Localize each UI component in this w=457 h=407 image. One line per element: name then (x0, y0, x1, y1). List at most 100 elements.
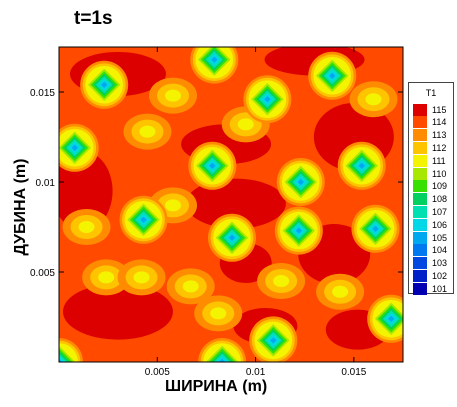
cold-spot (207, 213, 256, 262)
isotherm-ring (211, 56, 218, 63)
legend-swatch (413, 282, 427, 295)
isotherm-ring (329, 72, 336, 79)
isotherm-region (332, 285, 349, 298)
cold-spot (337, 141, 386, 190)
isotherm-ring (101, 81, 108, 88)
isotherm-ring (295, 227, 303, 234)
x-tick-label: 0.015 (341, 367, 366, 378)
legend-swatch (413, 180, 427, 193)
legend-entry: 115 (413, 103, 446, 116)
isotherm-ring (71, 144, 78, 151)
legend-swatch (413, 103, 427, 116)
cold-spot (249, 316, 298, 362)
legend-label: 105 (432, 232, 448, 243)
cold-spot (198, 338, 247, 362)
legend-entry: 101 (413, 282, 447, 295)
legend-entry: 110 (413, 167, 446, 180)
y-tick-label: 0.015 (30, 88, 55, 99)
y-tick-label: 0.005 (30, 268, 55, 279)
cold-spot (190, 47, 239, 84)
legend-label: 110 (432, 168, 447, 179)
x-axis-label: ШИРИНА (m) (165, 378, 268, 395)
isotherm-region (133, 271, 150, 284)
plot-frame (58, 46, 404, 363)
legend-label: 103 (432, 258, 448, 269)
isotherm-ring (228, 234, 236, 241)
cold-spot (367, 294, 403, 343)
isotherm-region (273, 275, 290, 287)
cold-spot (308, 51, 357, 100)
legend-label: 104 (432, 245, 448, 256)
isotherm-ring (270, 337, 277, 344)
isotherm-ring (264, 96, 271, 103)
isotherm-region (165, 199, 182, 212)
cold-spot (274, 206, 323, 255)
legend-label: 115 (432, 104, 447, 115)
legend-entry: 107 (413, 205, 447, 218)
legend-entry: 102 (413, 269, 447, 282)
legend-swatch (413, 141, 427, 154)
isotherm-region (78, 221, 95, 233)
isotherm-region (139, 125, 156, 138)
legend-entry: 111 (413, 154, 446, 167)
legend-entry: 113 (413, 129, 446, 142)
hot-region (185, 178, 286, 229)
legend-label: 109 (432, 181, 448, 192)
legend-label: 111 (432, 155, 446, 166)
legend-entry: 108 (413, 193, 447, 206)
legend-label: 114 (432, 117, 447, 128)
isotherm-ring (372, 225, 379, 232)
legend-label: 101 (432, 283, 448, 294)
legend-swatch (413, 167, 427, 180)
isotherm-ring (358, 162, 365, 169)
legend-swatch (413, 154, 427, 167)
legend-label: 102 (432, 270, 448, 281)
x-axis: 0.005 0.01 0.015 (145, 47, 367, 378)
isotherm-ring (209, 162, 216, 169)
legend-entry: 105 (413, 231, 447, 244)
chart-title: t=1s (74, 8, 113, 29)
y-tick-label: 0.01 (36, 178, 56, 189)
isotherm-region (237, 118, 254, 131)
hot-region (62, 283, 173, 340)
color-legend: T1 115 114 113 112 111 110 109 108 107 106 105 104 1… (408, 82, 454, 295)
y-axis: 0.005 0.01 0.015 (30, 88, 403, 279)
isotherm-ring (297, 178, 304, 186)
legend-entry: 114 (413, 116, 446, 129)
isotherm-ring (218, 358, 226, 362)
legend-label: 108 (432, 194, 448, 205)
cold-spot (80, 60, 129, 109)
legend-label: 106 (432, 219, 448, 230)
legend-swatch (413, 129, 427, 142)
isotherm-ring (140, 216, 147, 223)
legend-label: 113 (432, 130, 447, 141)
legend-label: 107 (432, 206, 448, 217)
cold-spot (188, 141, 237, 190)
legend-swatch (413, 269, 427, 282)
legend-swatch (413, 116, 427, 129)
isotherm-region (365, 93, 382, 106)
legend-entry: 109 (413, 180, 447, 193)
cold-spot (276, 158, 325, 206)
cold-spot (59, 338, 83, 362)
legend-entry: 103 (413, 257, 447, 270)
isotherm-region (98, 271, 115, 284)
cold-spot (243, 75, 292, 124)
isotherm-ring (388, 315, 395, 322)
legend-swatch (413, 231, 427, 244)
legend-swatch (413, 257, 427, 270)
legend-title: T1 (425, 88, 437, 98)
temperature-field (59, 47, 403, 362)
isotherm-region (210, 307, 227, 320)
cold-spot (351, 204, 400, 253)
isotherm-ring (59, 358, 63, 362)
legend-entry: 104 (413, 244, 447, 257)
legend-swatch (413, 244, 427, 257)
isotherm-region (165, 89, 182, 102)
legend-entry: 106 (413, 218, 447, 231)
isotherm-region (182, 280, 199, 293)
cold-spot (59, 123, 99, 172)
y-axis-label: ДУБИНА (m) (12, 158, 29, 256)
legend-swatch (413, 205, 427, 218)
